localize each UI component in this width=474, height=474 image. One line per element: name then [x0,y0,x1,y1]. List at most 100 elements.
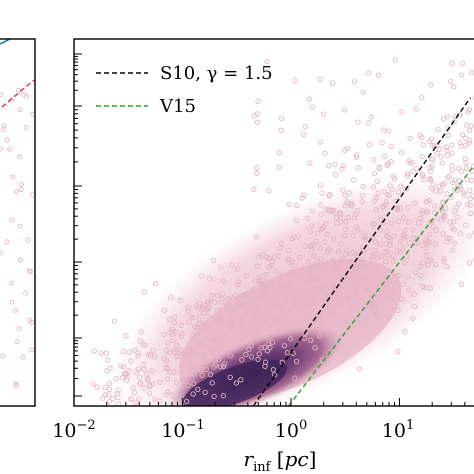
scatter-point [355,119,361,125]
scatter-point [311,298,318,304]
scatter-point [209,380,215,386]
scatter-point [330,311,337,318]
scatter-point [428,185,435,192]
scatter-point [364,297,370,303]
scatter-point [164,376,171,382]
scatter-point [459,132,466,138]
scatter-point [303,265,310,272]
scatter-point [120,363,127,370]
scatter-point [164,365,170,371]
scatter-point [383,199,389,205]
scatter-point [457,231,464,237]
scatter-point [178,322,184,329]
scatter-point [150,348,156,354]
scatter-point [188,364,195,371]
scatter-point [360,183,366,190]
scatter-point [103,391,109,398]
scatter-point [326,193,332,199]
scatter-point [144,377,151,383]
scatter-point [9,217,15,223]
scatter-point [255,254,261,260]
scatter-point [440,231,446,237]
scatter-point [386,278,393,284]
scatter-point [309,271,315,278]
scatter-point [298,302,304,309]
scatter-point [262,344,268,350]
scatter-point [414,235,420,242]
scatter-point [381,188,387,195]
scatter-point [434,142,440,148]
scatter-point [330,236,337,242]
scatter-point [390,258,397,264]
scatter-point [365,120,372,126]
scatter-point [125,373,131,379]
scatter-point [393,279,400,285]
scatter-point [213,345,219,351]
scatter-point [308,337,314,343]
scatter-point [426,232,432,238]
scatter-point [407,160,413,166]
scatter-point [113,376,119,382]
scatter-point [388,220,395,226]
scatter-point [467,202,473,208]
scatter-point [441,258,447,265]
scatter-point [327,192,333,198]
scatter-point [411,291,417,297]
scatter-point [214,292,221,298]
scatter-point [466,137,472,144]
scatter-point [392,57,399,63]
scatter-point [340,163,347,169]
scatter-point [384,228,390,234]
scatter-point [253,303,259,310]
scatter-point [395,348,401,355]
scatter-point [16,154,22,160]
scatter-point [327,261,333,267]
scatter-point [449,225,455,231]
scatter-point [301,335,308,341]
scatter-point [265,335,271,341]
scatter-point [432,241,439,248]
scatter-point [375,72,382,78]
scatter-point [200,340,206,347]
scatter-point [181,352,188,358]
scatter-point [451,219,457,225]
scatter-point [167,369,173,375]
scatter-point [318,284,325,290]
scatter-point [104,368,110,374]
scatter-point [192,351,198,357]
scatter-point [312,345,318,351]
scatter-point [447,235,453,241]
scatter-point [353,211,359,217]
scatter-point [317,368,323,375]
left-axes-frame [0,38,36,407]
scatter-point [7,146,13,152]
scatter-point [365,70,372,76]
scatter-point [343,252,349,258]
scatter-point [281,343,288,349]
scatter-point [194,325,200,331]
scatter-point [449,163,455,169]
scatter-point [455,214,461,220]
scatter-point [419,210,426,217]
scatter-point [195,386,201,392]
scatter-point [91,348,97,354]
scatter-point [186,360,193,366]
scatter-point [14,339,20,345]
scatter-point [179,376,185,382]
scatter-point [20,354,26,360]
scatter-point [278,240,285,246]
scatter-point [348,264,354,271]
scatter-point [320,111,327,117]
scatter-point [322,150,328,156]
scatter-point [292,262,298,269]
scatter-point [305,215,311,222]
scatter-point [426,138,432,145]
scatter-point [141,366,147,372]
x-tick-label-0: 10−2 [52,418,95,442]
scatter-point [451,240,458,246]
scatter-point [398,296,405,302]
scatter-point [141,385,147,391]
scatter-point [406,219,412,225]
scatter-point [236,339,242,346]
scatter-point [415,220,422,226]
